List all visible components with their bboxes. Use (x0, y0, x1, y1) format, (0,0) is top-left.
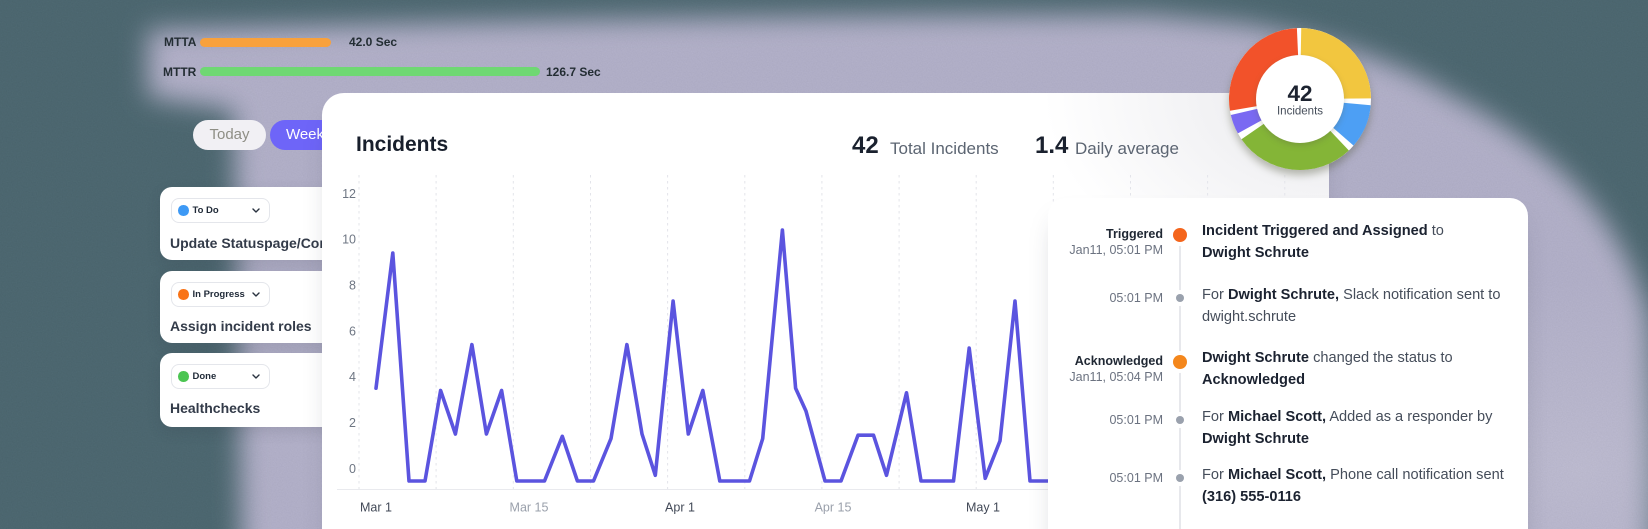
svg-text:0: 0 (349, 462, 356, 476)
svg-text:6: 6 (349, 324, 356, 338)
svg-text:May 1: May 1 (966, 501, 1000, 515)
svg-text:10: 10 (342, 233, 356, 247)
svg-text:Incidents: Incidents (1277, 106, 1323, 118)
svg-text:Mar 1: Mar 1 (360, 501, 392, 515)
svg-text:Mar 15: Mar 15 (510, 501, 549, 515)
svg-text:Apr 1: Apr 1 (665, 501, 695, 515)
svg-text:8: 8 (349, 279, 356, 293)
svg-text:42: 42 (1287, 81, 1312, 106)
svg-text:2: 2 (349, 416, 356, 430)
svg-text:12: 12 (342, 187, 356, 201)
svg-text:4: 4 (349, 370, 356, 384)
svg-text:Apr 15: Apr 15 (815, 501, 852, 515)
